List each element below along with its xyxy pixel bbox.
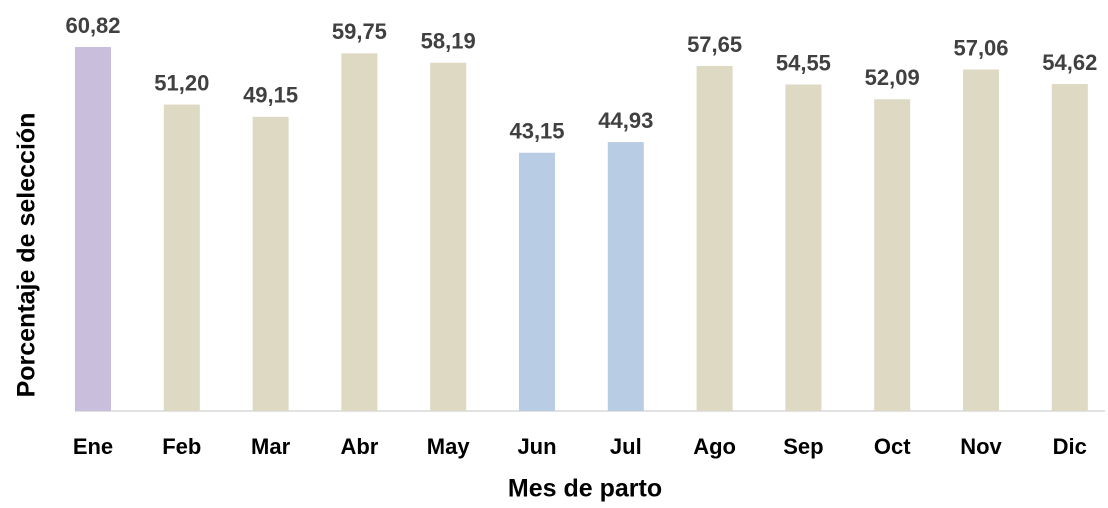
x-tick-label: Abr <box>340 434 378 459</box>
x-tick-label: Feb <box>162 434 201 459</box>
bar <box>519 152 555 412</box>
bar <box>252 116 289 411</box>
bar <box>1051 84 1088 412</box>
bar <box>963 69 999 411</box>
bar <box>785 84 822 412</box>
y-axis-title: Porcentaje de selección <box>13 113 41 398</box>
value-label: 49,15 <box>243 83 298 108</box>
bar <box>430 62 467 411</box>
value-label: 54,55 <box>776 50 831 75</box>
value-label: 57,65 <box>687 32 742 57</box>
x-tick-label: Oct <box>874 434 911 459</box>
value-label: 51,20 <box>154 70 209 95</box>
bar <box>696 65 733 411</box>
x-tick-label: Dic <box>1053 434 1087 459</box>
value-label: 57,06 <box>953 35 1008 60</box>
bar <box>341 53 378 412</box>
x-tick-label: Sep <box>783 434 823 459</box>
bar <box>874 99 911 412</box>
value-label: 58,19 <box>421 29 476 54</box>
x-tick-label: Jul <box>610 434 642 459</box>
x-tick-label: Mar <box>251 434 291 459</box>
x-tick-label: May <box>427 434 471 459</box>
value-label: 43,15 <box>509 119 564 144</box>
x-tick-label: Jun <box>517 434 556 459</box>
bar <box>163 104 200 411</box>
value-label: 54,62 <box>1042 50 1097 75</box>
x-tick-label: Ago <box>693 434 736 459</box>
x-tick-label: Ene <box>73 434 113 459</box>
x-axis-title: Mes de parto <box>508 475 662 503</box>
value-label: 60,82 <box>65 13 120 38</box>
value-label: 59,75 <box>332 19 387 44</box>
bar <box>607 142 644 412</box>
value-label: 44,93 <box>598 108 653 133</box>
bar <box>75 46 111 411</box>
x-tick-label: Nov <box>960 434 1002 459</box>
value-label: 52,09 <box>865 65 920 90</box>
